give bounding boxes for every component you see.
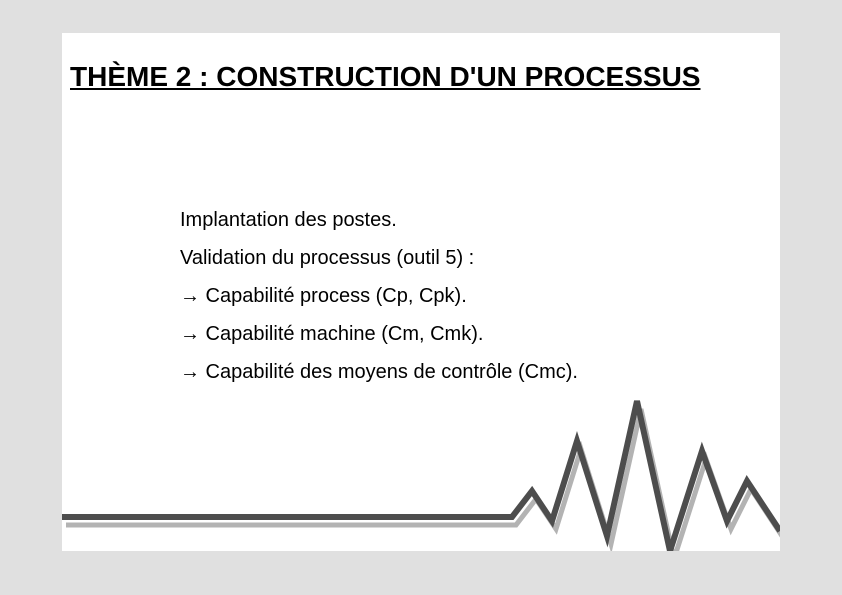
slide-title: THÈME 2 : CONSTRUCTION D'UN PROCESSUS bbox=[70, 61, 700, 93]
body-line-4: → Capabilité machine (Cm, Cmk). bbox=[180, 317, 578, 351]
body-line-3: → Capabilité process (Cp, Cpk). bbox=[180, 279, 578, 313]
zigzag-decoration bbox=[62, 371, 780, 551]
zigzag-dark-line bbox=[62, 401, 780, 551]
slide-body: Implantation des postes. Validation du p… bbox=[180, 203, 578, 393]
body-line-1: Implantation des postes. bbox=[180, 203, 578, 237]
body-line-2: Validation du processus (outil 5) : bbox=[180, 241, 578, 275]
slide: THÈME 2 : CONSTRUCTION D'UN PROCESSUS Im… bbox=[62, 33, 780, 551]
zigzag-light-line bbox=[66, 409, 780, 551]
